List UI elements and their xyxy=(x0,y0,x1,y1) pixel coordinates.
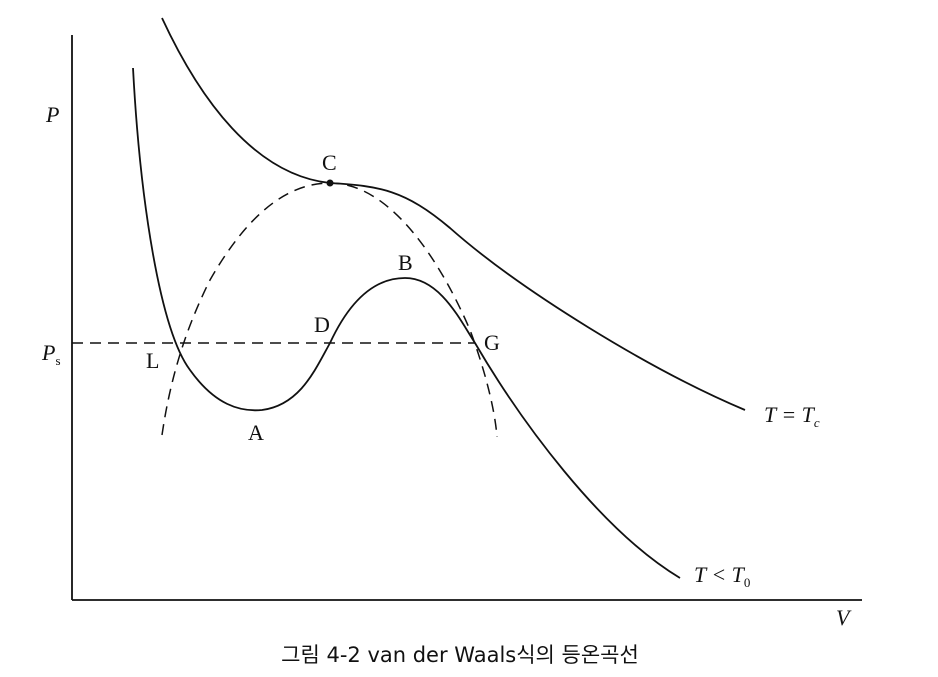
x-axis-label: V xyxy=(836,605,852,630)
point-label: G xyxy=(484,330,500,355)
curve-label-main: T = T xyxy=(764,402,816,427)
subcritical-isotherm xyxy=(132,67,681,579)
coexistence-dome xyxy=(161,182,498,438)
point-label: L xyxy=(146,348,159,373)
curve-label: T < T0 xyxy=(694,562,750,590)
critical-point xyxy=(326,179,334,187)
curve-label: T = Tc xyxy=(764,402,820,430)
curve-label-main: T < T xyxy=(694,562,746,587)
point-label: A xyxy=(248,420,264,445)
point-label: C xyxy=(322,150,337,175)
caption: 그림 4-2 van der Waals식의 등온곡선 xyxy=(281,643,639,667)
point-label: B xyxy=(398,250,413,275)
point-label: D xyxy=(314,312,330,337)
ps-label: Ps xyxy=(41,340,61,368)
curve-label-sub: c xyxy=(814,415,820,430)
y-axis-label: P xyxy=(45,102,59,127)
curve-label-sub: 0 xyxy=(744,575,751,590)
critical-isotherm xyxy=(161,17,746,411)
ps-main: P xyxy=(41,340,55,365)
ps-sub: s xyxy=(55,353,60,368)
